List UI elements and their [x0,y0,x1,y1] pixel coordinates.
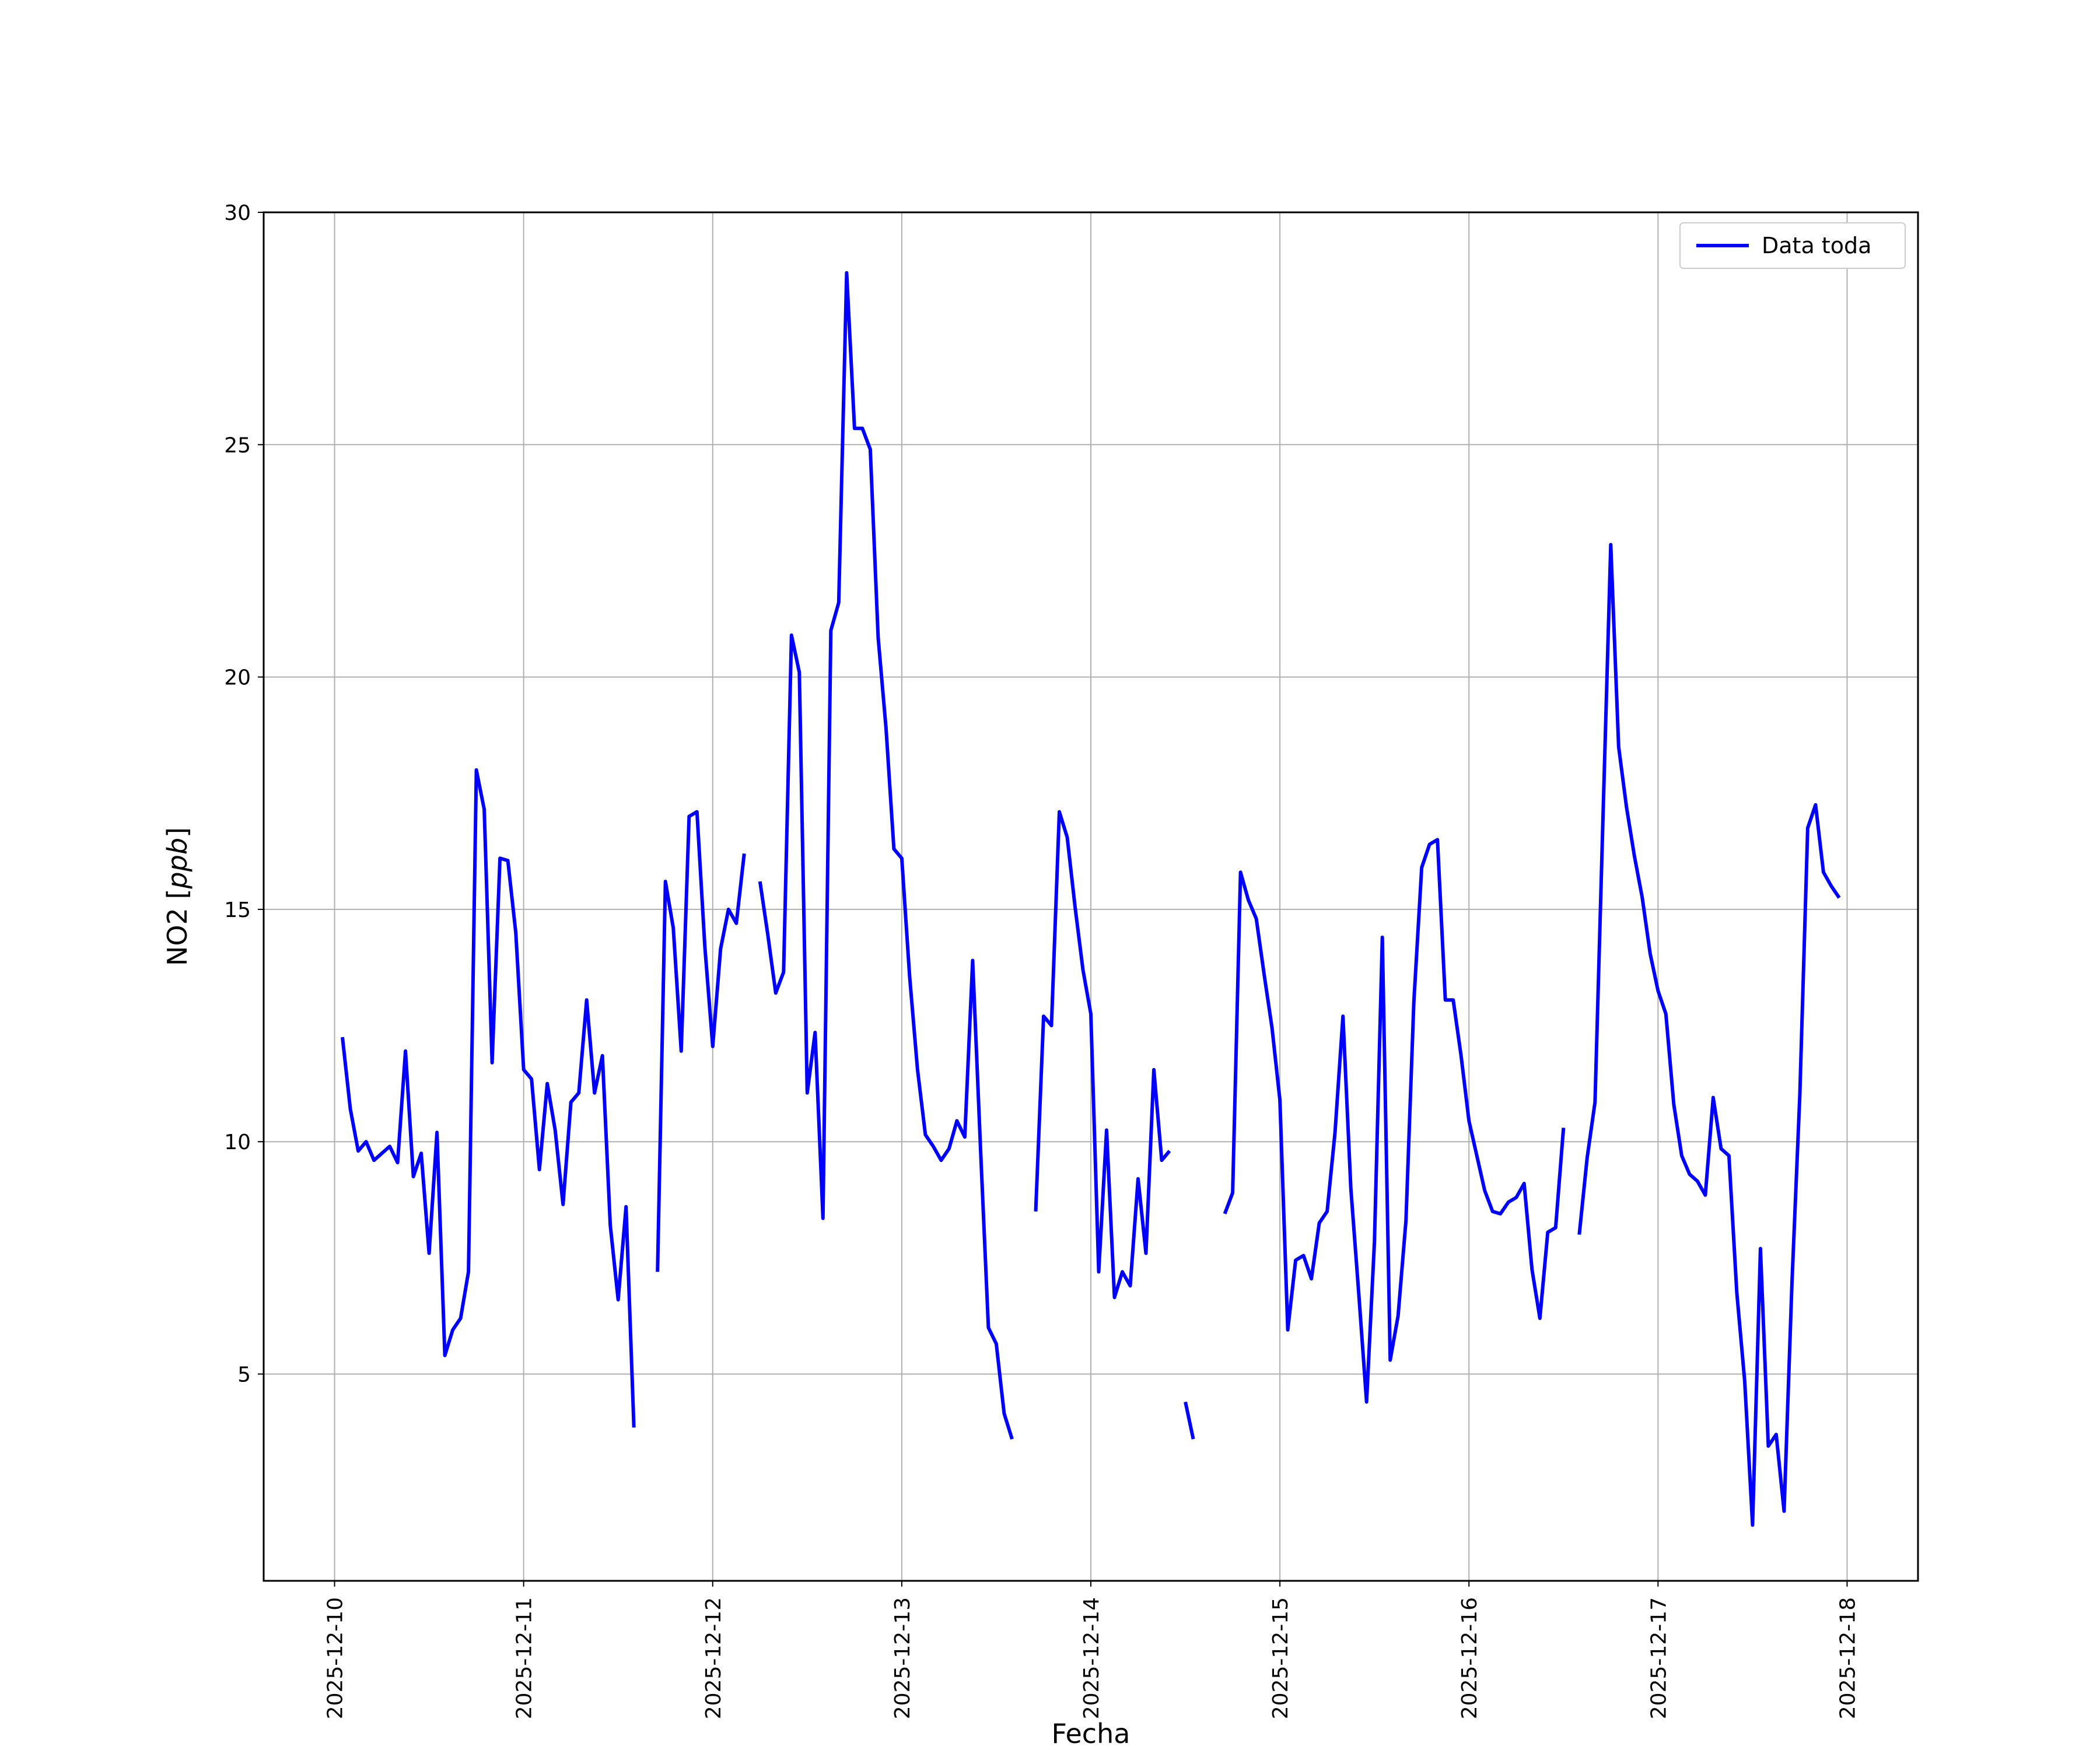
x-tick-label: 2025-12-15 [1269,1597,1293,1719]
y-tick-label: 10 [224,1130,251,1154]
legend-box [1679,222,1906,269]
y-tick-label: 30 [224,201,251,225]
series-line-segment [1223,838,1566,1404]
y-tick-label: 15 [224,898,251,922]
series-line-segment [1577,542,1841,1527]
x-tick-label: 2025-12-16 [1458,1597,1482,1719]
legend: Data toda [1679,222,1906,269]
series-line-segment [1034,810,1171,1300]
y-axis-title-unit: ppb [162,838,193,890]
legend-label: Data toda [1762,233,1871,258]
plot-area [262,211,1919,1582]
x-axis-title: Fecha [1052,1718,1130,1749]
y-axis-title-close: ] [162,827,193,838]
x-tick-label: 2025-12-14 [1080,1597,1104,1719]
y-axis-title: NO2 [ppb] [162,827,193,966]
y-tick-label: 25 [224,433,251,457]
x-tick-label: 2025-12-13 [891,1597,915,1719]
series-line-segment [656,810,746,1272]
series-line-segment [1184,1401,1195,1440]
series-line-segment [341,768,636,1428]
y-tick-label: 20 [224,666,251,690]
y-tick-label: 5 [237,1363,251,1387]
y-axis: 5 10 15 20 25 30 [224,201,264,1387]
x-axis: 2025-12-10 2025-12-11 2025-12-12 2025-12-13… [324,1581,1860,1719]
y-axis-title-plain: NO2 [ [162,889,193,966]
series-line-segment [758,271,1014,1440]
x-tick-label: 2025-12-10 [324,1597,348,1719]
x-tick-label: 2025-12-12 [702,1597,726,1719]
x-tick-label: 2025-12-11 [513,1597,537,1719]
x-tick-label: 2025-12-17 [1647,1597,1671,1719]
series-layer [341,271,1841,1527]
x-tick-label: 2025-12-18 [1836,1597,1860,1719]
